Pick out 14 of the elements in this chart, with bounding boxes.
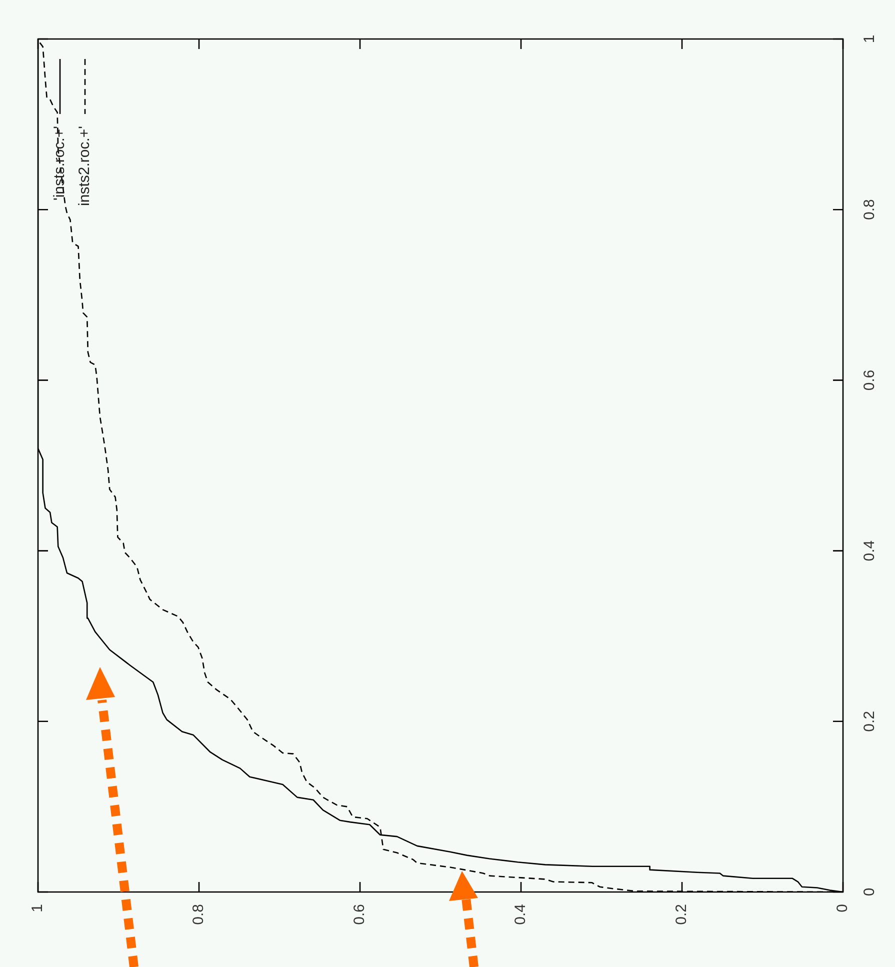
- x-tick-label: 0.4: [512, 904, 530, 925]
- y-tick-label: 1: [861, 34, 878, 44]
- y-tick-label: 0: [861, 888, 878, 896]
- text: 'insts.roc.+': [51, 126, 68, 201]
- y-tick-label: 0.6: [861, 370, 878, 391]
- text: insts2.roc.+': [76, 126, 94, 206]
- x-tick-label: 1: [29, 904, 46, 912]
- y-tick-label: 0.4: [861, 540, 878, 562]
- y-tick-label: 0.2: [861, 710, 878, 732]
- y-tick-label: 0.8: [861, 199, 878, 220]
- x-tick-label: 0.8: [190, 904, 208, 925]
- x-tick-label: 0.6: [351, 904, 368, 925]
- x-tick-label: 0.2: [673, 904, 690, 925]
- x-tick-label: 0: [834, 904, 852, 912]
